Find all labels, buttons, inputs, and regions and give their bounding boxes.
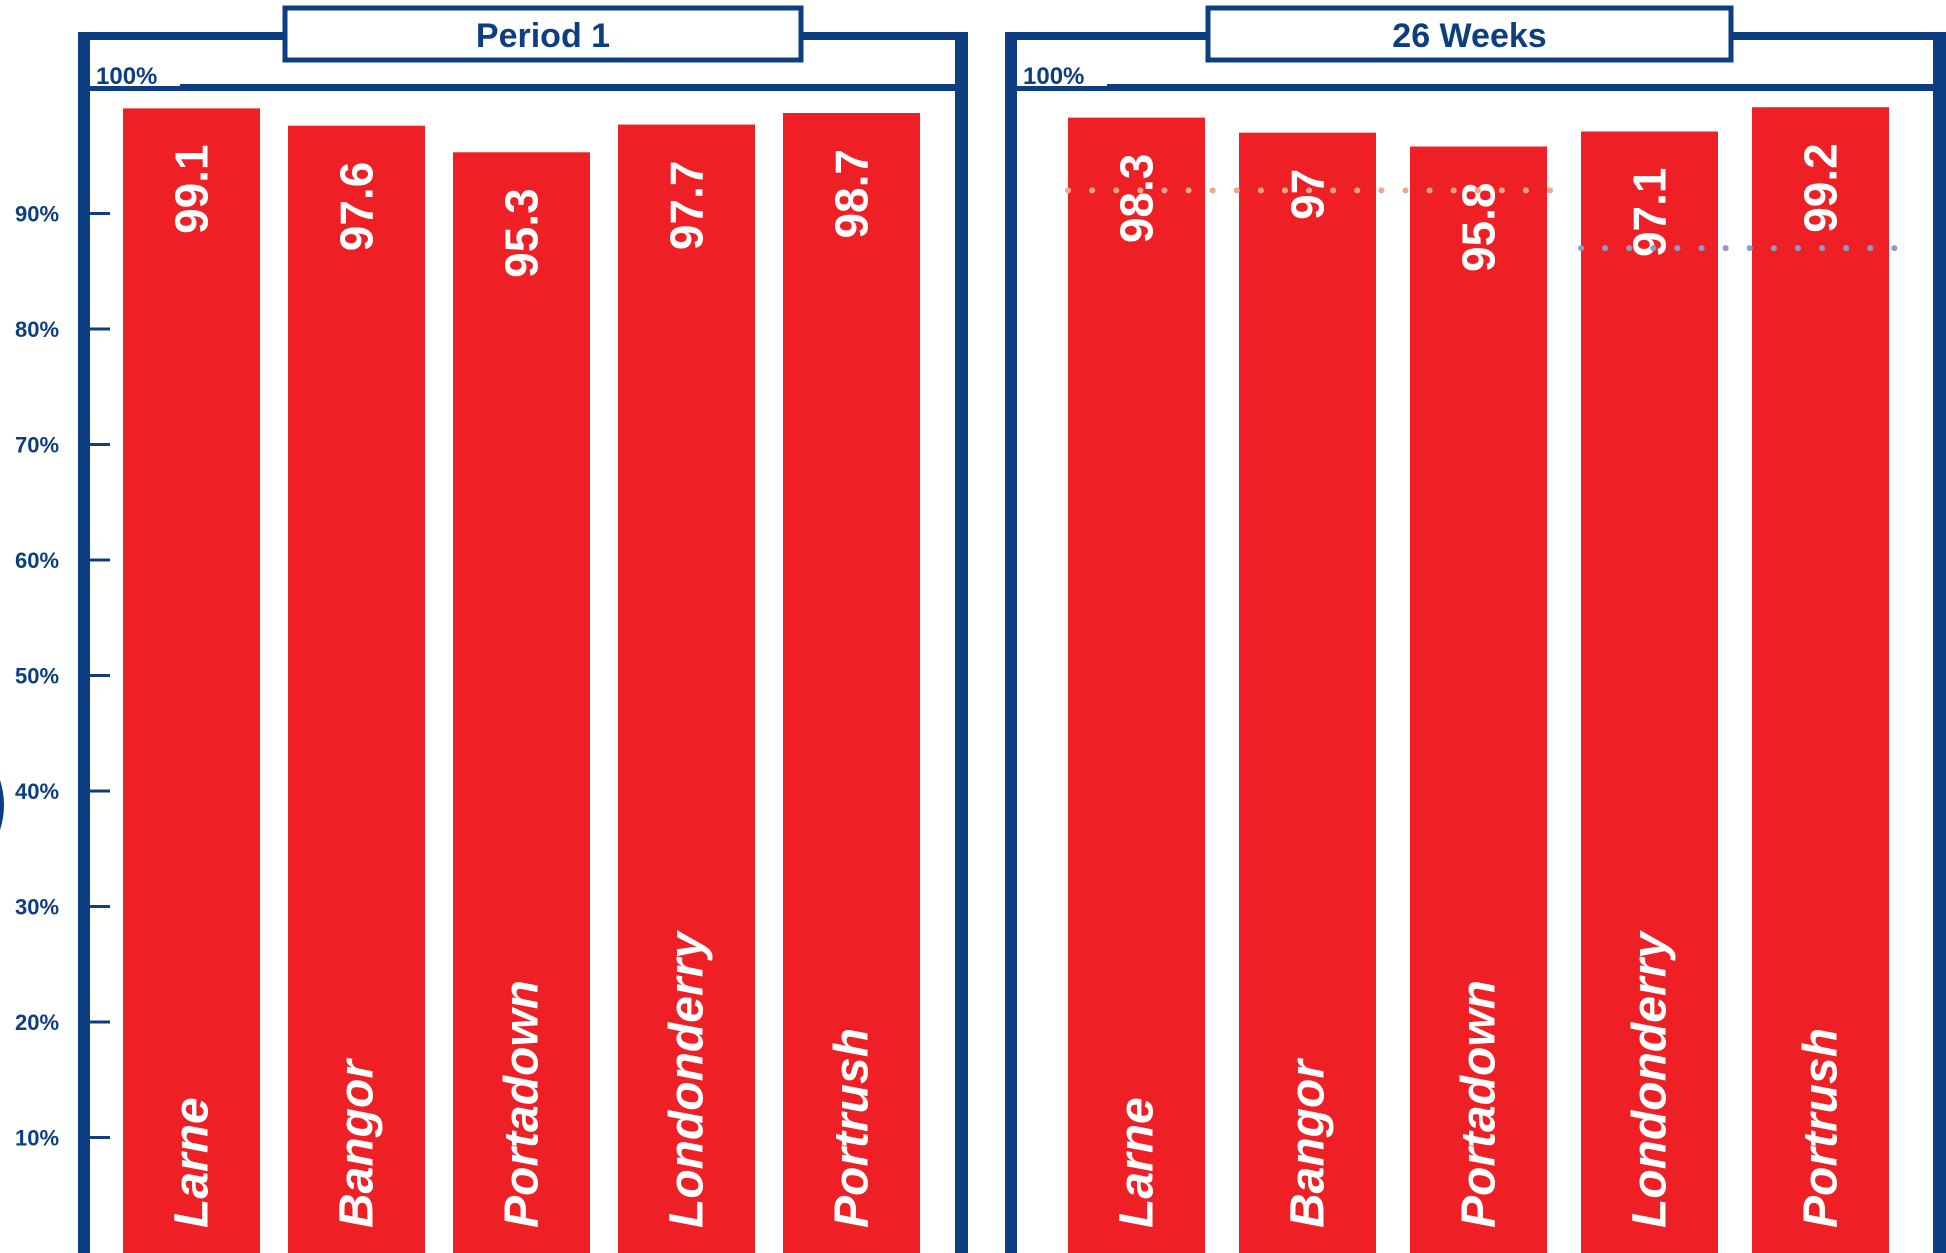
value-label: 97.6 <box>331 162 383 252</box>
y-tick-label: 90% <box>15 202 59 227</box>
y-tick-label: 20% <box>15 1010 59 1035</box>
category-label: Londonderry <box>1624 930 1677 1228</box>
panel-title: 26 Weeks <box>1392 17 1546 55</box>
bar-portadown <box>453 152 590 1253</box>
category-label: Bangor <box>331 1058 384 1228</box>
frame-left-edge <box>78 32 90 1253</box>
bar-bangor <box>288 125 425 1253</box>
frame-right-edge <box>955 32 968 1253</box>
y-tick-label: 10% <box>15 1126 59 1151</box>
y-axis: 10% 20% 30% 40% 50% 60% 70% 80% 90% <box>0 202 110 1151</box>
category-label: Portrush <box>826 1028 879 1228</box>
edge-mark <box>0 780 4 830</box>
bar-portadown <box>1410 146 1547 1253</box>
hundred-tab <box>1017 62 1107 86</box>
value-label: 98.7 <box>826 149 878 239</box>
bar-portrush <box>783 113 920 1253</box>
frame-left-edge <box>1005 32 1017 1253</box>
frame-right-edge <box>1933 32 1946 1253</box>
category-label: Larne <box>1111 1097 1164 1228</box>
y-tick-label: 60% <box>15 548 59 573</box>
y-tick-label: 30% <box>15 895 59 920</box>
bar-londonderry <box>1581 131 1718 1253</box>
bar-larne <box>123 108 260 1253</box>
panel-title: Period 1 <box>476 17 610 55</box>
value-label: 97.7 <box>661 161 713 251</box>
category-label: Londonderry <box>661 930 714 1228</box>
bar-londonderry <box>618 124 755 1253</box>
category-label: Bangor <box>1282 1058 1335 1228</box>
category-label: Portrush <box>1795 1028 1848 1228</box>
y-tick-label: 40% <box>15 779 59 804</box>
panel-26-weeks: 98.3 Larne 97 Bangor 95.8 Portadown 97.1 London… <box>1005 5 1946 1253</box>
y-tick-label: 70% <box>15 433 59 458</box>
category-label: Larne <box>166 1097 219 1228</box>
value-label: 99.2 <box>1795 143 1847 233</box>
value-label: 97.1 <box>1624 167 1676 257</box>
value-label: 97 <box>1282 169 1334 220</box>
frame-100-line <box>1005 84 1946 91</box>
frame-100-line <box>78 84 968 91</box>
value-label: 99.1 <box>166 144 218 234</box>
top-100-label: 100% <box>1023 63 1084 90</box>
category-label: Portadown <box>496 980 549 1228</box>
value-label: 98.3 <box>1111 154 1163 244</box>
hundred-tab <box>90 62 180 86</box>
y-tick-label: 50% <box>15 664 59 689</box>
chart-panels: 99.1 Larne 97.6 Bangor 95.3 Portadown 97.7 Lond… <box>78 5 1946 1253</box>
category-label: Portadown <box>1453 980 1506 1228</box>
panel-title-box <box>1205 5 1734 63</box>
panel-title-box <box>282 5 804 63</box>
bar-larne <box>1068 117 1205 1253</box>
top-100-label: 100% <box>96 63 157 90</box>
value-label: 95.3 <box>496 188 548 278</box>
value-label: 95.8 <box>1453 183 1505 273</box>
panel-period-1: 99.1 Larne 97.6 Bangor 95.3 Portadown 97.7 Lond… <box>78 5 968 1253</box>
bar-bangor <box>1239 132 1376 1253</box>
y-tick-label: 80% <box>15 317 59 342</box>
bar-portrush <box>1752 107 1889 1253</box>
